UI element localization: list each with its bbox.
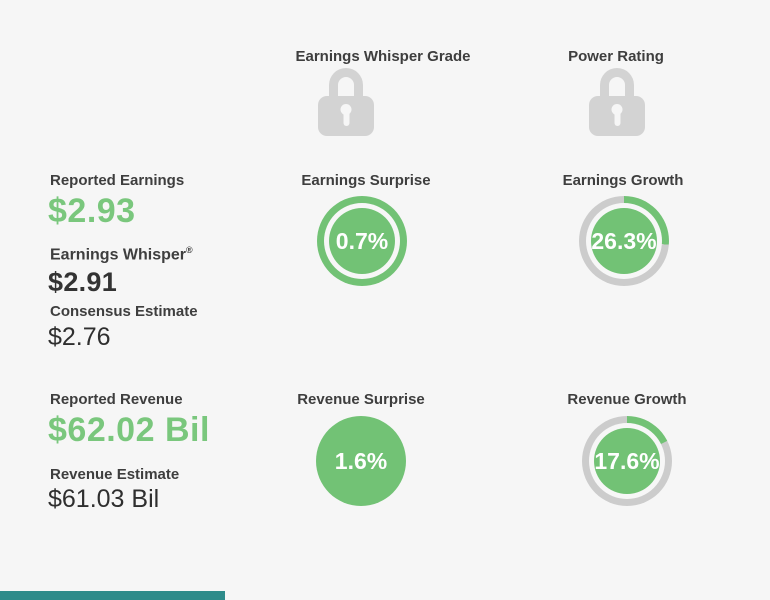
earnings-surprise-value: 0.7% bbox=[335, 227, 389, 254]
lock-icon bbox=[318, 96, 374, 136]
earnings-whisper-label: Earnings Whisper® bbox=[50, 245, 193, 264]
revenue-growth-value: 17.6% bbox=[594, 447, 660, 474]
bottom-accent-bar bbox=[0, 591, 225, 600]
revenue-surprise-value: 1.6% bbox=[334, 447, 388, 474]
reported-earnings-value: $2.93 bbox=[48, 192, 136, 230]
reported-earnings-label: Reported Earnings bbox=[50, 172, 185, 189]
reported-revenue-label: Reported Revenue bbox=[50, 391, 183, 408]
power-rating-label: Power Rating bbox=[568, 48, 664, 65]
earnings-growth-gauge: 26.3% bbox=[579, 196, 669, 286]
keyhole-icon bbox=[340, 104, 352, 115]
earnings-growth-value: 26.3% bbox=[591, 227, 657, 254]
earnings-surprise-label: Earnings Surprise bbox=[301, 172, 431, 189]
revenue-growth-label: Revenue Growth bbox=[567, 391, 687, 408]
revenue-estimate-value: $61.03 Bil bbox=[48, 485, 160, 513]
earnings-whisper-value: $2.91 bbox=[48, 267, 118, 297]
gauge-fill: 26.3% bbox=[591, 208, 657, 274]
earnings-whisper-text: Earnings Whisper bbox=[50, 246, 187, 264]
consensus-estimate-value: $2.76 bbox=[48, 323, 111, 351]
lock-shackle-icon bbox=[329, 68, 363, 99]
registered-mark: ® bbox=[186, 245, 193, 255]
gauge-fill: 17.6% bbox=[594, 428, 660, 494]
earnings-growth-label: Earnings Growth bbox=[562, 172, 684, 189]
revenue-surprise-gauge: 1.6% bbox=[316, 416, 406, 506]
reported-revenue-value: $62.02 Bil bbox=[48, 411, 210, 449]
revenue-estimate-label: Revenue Estimate bbox=[50, 466, 180, 483]
lock-icon bbox=[589, 96, 645, 136]
gauge-fill: 0.7% bbox=[329, 208, 395, 274]
revenue-growth-gauge: 17.6% bbox=[582, 416, 672, 506]
keyhole-icon bbox=[611, 104, 623, 115]
earnings-whisper-grade-lock[interactable] bbox=[318, 68, 374, 136]
lock-shackle-icon bbox=[600, 68, 634, 99]
power-rating-lock[interactable] bbox=[589, 68, 645, 136]
revenue-surprise-label: Revenue Surprise bbox=[297, 391, 425, 408]
earnings-whisper-grade-label: Earnings Whisper Grade bbox=[295, 48, 471, 65]
earnings-surprise-gauge: 0.7% bbox=[317, 196, 407, 286]
consensus-estimate-label: Consensus Estimate bbox=[50, 303, 198, 320]
